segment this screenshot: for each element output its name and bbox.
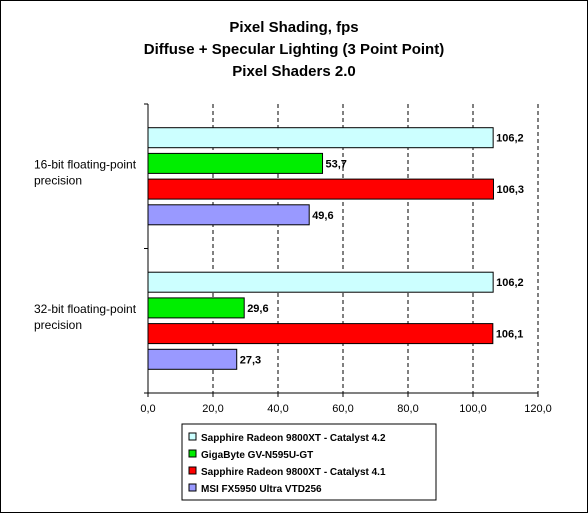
legend-swatch <box>188 432 197 441</box>
data-label: 27,3 <box>240 354 261 366</box>
category-label: precision <box>34 173 82 187</box>
category-label: precision <box>34 318 82 332</box>
chart-title-line: Pixel Shading, fps <box>229 19 358 36</box>
legend-entry: Sapphire Radeon 9800XT - Catalyst 4.1 <box>201 467 386 478</box>
x-tick-label: 120,0 <box>524 403 552 415</box>
legend-swatch <box>188 466 197 475</box>
x-tick-label: 0,0 <box>140 403 155 415</box>
bars: 106,2 106,2 53,7 29,6 106,3 106,1 49,6 27,3 <box>147 127 524 370</box>
bar <box>147 348 238 370</box>
data-label: 49,6 <box>312 210 333 222</box>
bar <box>147 178 494 200</box>
legend-swatch <box>188 449 197 458</box>
bar <box>147 127 494 149</box>
data-label: 106,1 <box>496 329 524 341</box>
legend: Sapphire Radeon 9800XT - Catalyst 4.2 Gig… <box>181 423 437 501</box>
chart-title-line: Pixel Shaders 2.0 <box>232 63 355 80</box>
x-tick-label: 80,0 <box>397 403 418 415</box>
gridlines <box>212 104 539 393</box>
x-tick-labels: 0,0 20,0 40,0 60,0 80,0 100,0 120,0 <box>140 403 551 415</box>
data-label: 106,3 <box>496 184 524 196</box>
x-tick-label: 20,0 <box>202 403 223 415</box>
legend-entry: Sapphire Radeon 9800XT - Catalyst 4.2 <box>201 433 386 444</box>
axes <box>144 103 539 397</box>
x-tick-label: 100,0 <box>459 403 487 415</box>
bar <box>147 323 494 345</box>
legend-entry: GigaByte GV-N595U-GT <box>201 450 313 461</box>
bar <box>147 271 494 293</box>
chart-title: Pixel Shading, fps Diffuse + Specular Lig… <box>144 19 444 80</box>
data-label: 106,2 <box>496 133 524 145</box>
data-label: 53,7 <box>326 158 347 170</box>
data-label: 106,2 <box>496 277 524 289</box>
data-label: 29,6 <box>247 303 268 315</box>
bar <box>147 204 310 226</box>
x-tick-label: 60,0 <box>332 403 353 415</box>
chart-title-line: Diffuse + Specular Lighting (3 Point Poi… <box>144 41 444 58</box>
legend-swatch <box>188 483 197 492</box>
bar <box>147 297 245 319</box>
x-tick-label: 40,0 <box>267 403 288 415</box>
category-label: 16-bit floating-point <box>34 157 137 171</box>
bar <box>147 152 324 174</box>
category-label: 32-bit floating-point <box>34 302 137 316</box>
legend-entry: MSI FX5950 Ultra VTD256 <box>201 484 322 495</box>
category-labels: 16-bit floating-point precision 32-bit flo… <box>34 157 137 332</box>
legend-box <box>181 423 437 501</box>
